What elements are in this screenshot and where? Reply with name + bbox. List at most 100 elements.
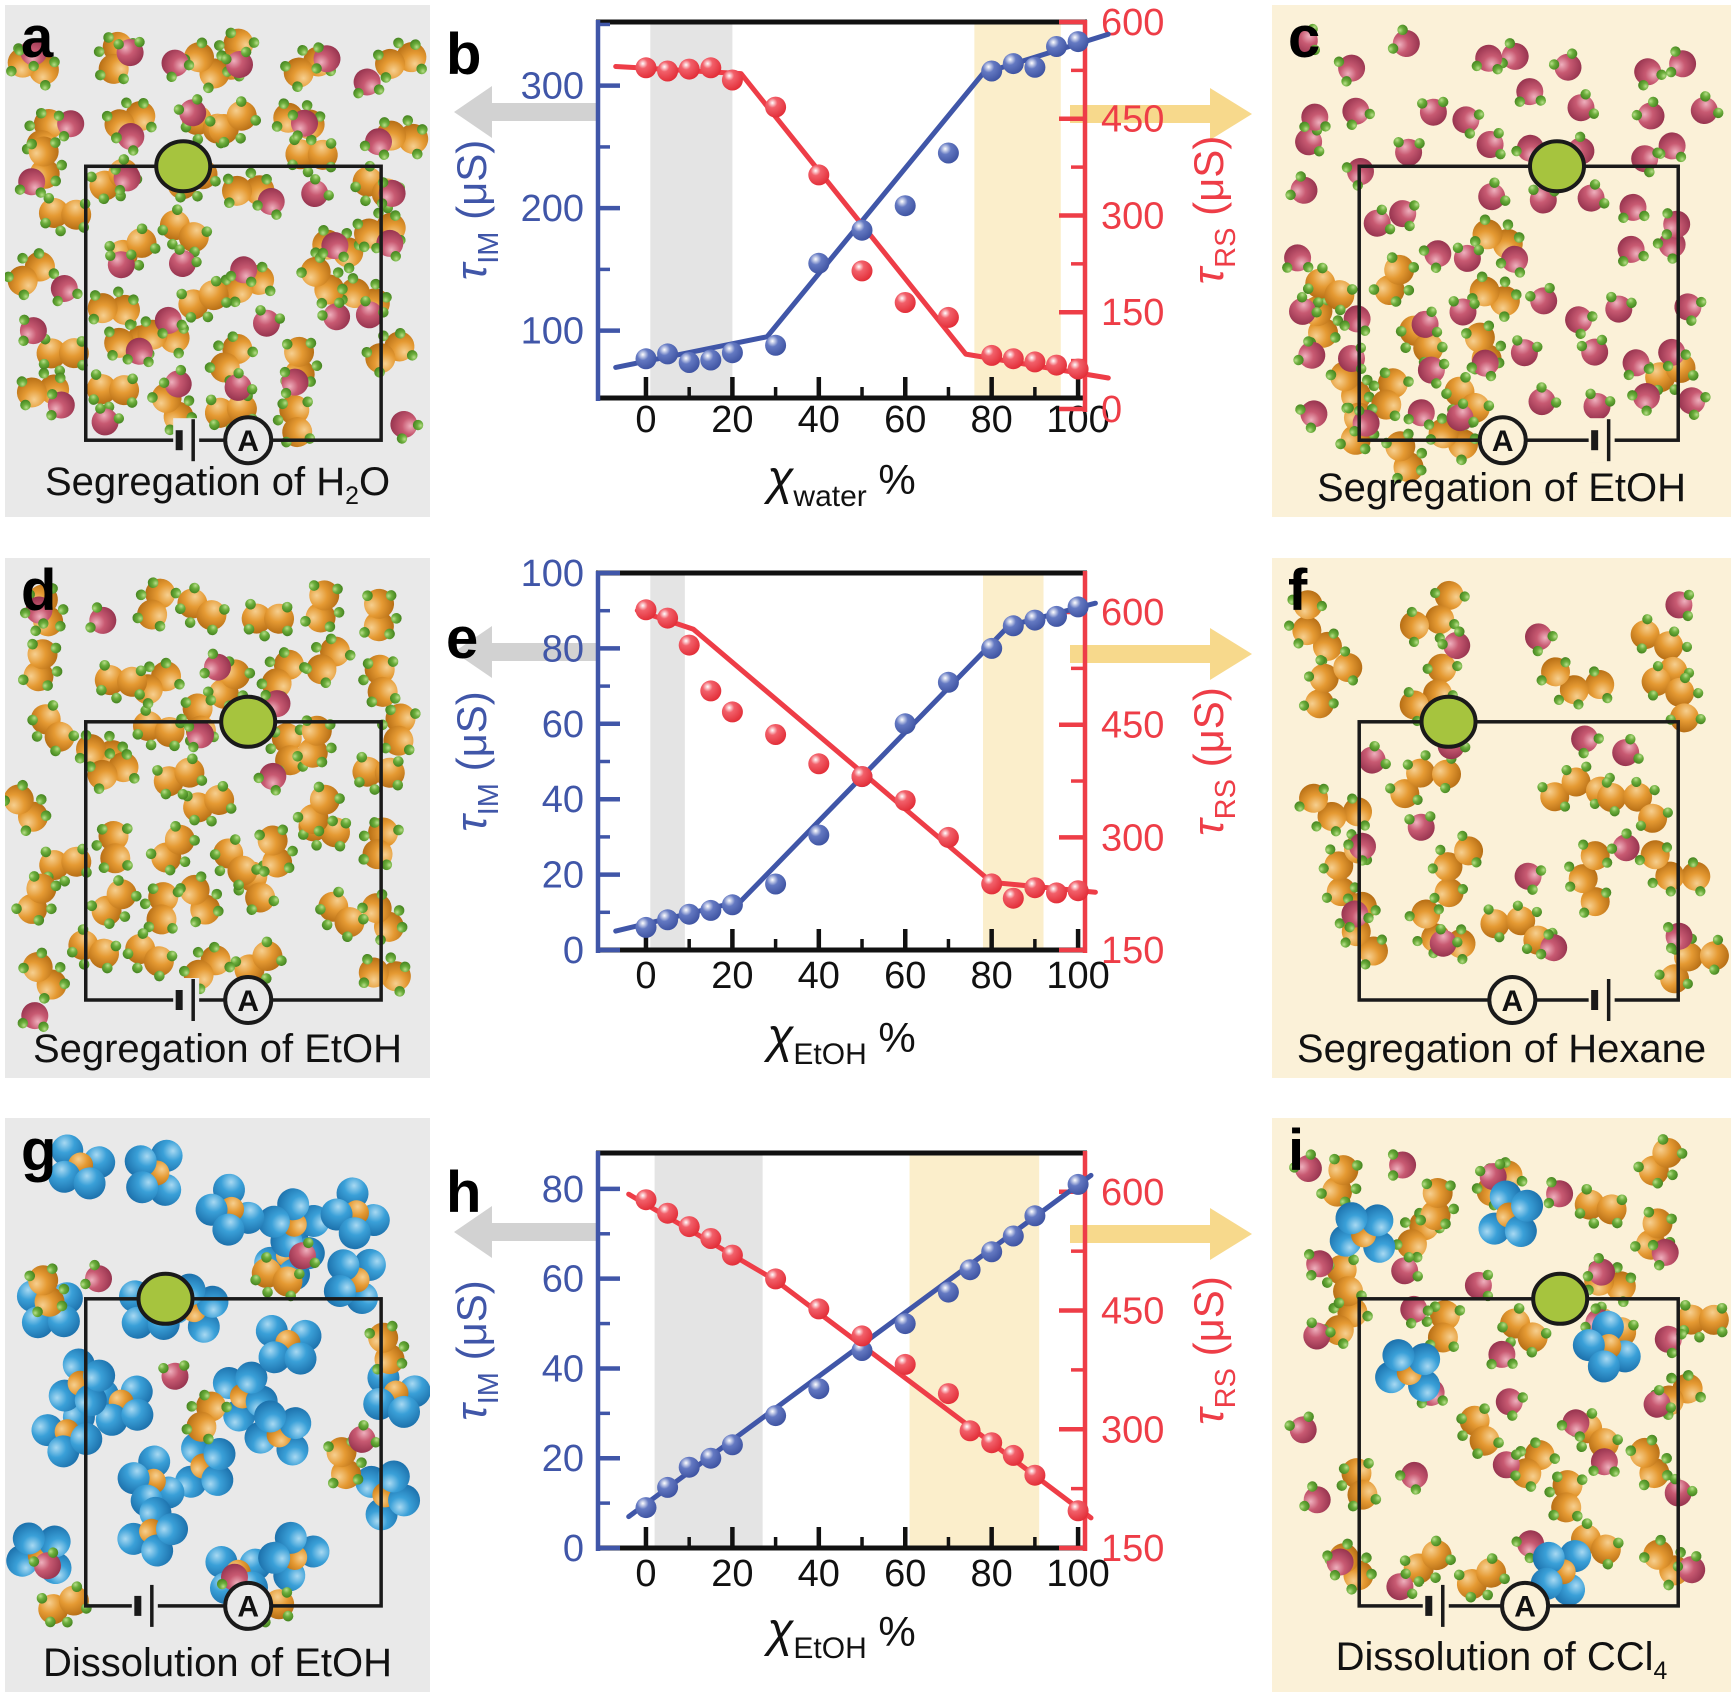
svg-text:200: 200 [521, 188, 584, 230]
water-molecule [348, 1420, 382, 1453]
water-molecule [317, 232, 349, 262]
etoh-molecule [359, 588, 402, 642]
right-arrow-icon [1070, 628, 1252, 680]
etoh-molecule [296, 252, 348, 309]
water-molecule [18, 314, 47, 346]
battery-icon [1591, 419, 1611, 462]
svg-text:20: 20 [542, 1438, 584, 1480]
water-molecule [1617, 235, 1649, 267]
water-molecule [1576, 334, 1609, 366]
panel-caption: Segregation of EtOH [32, 1027, 403, 1071]
svg-text:A: A [1492, 425, 1514, 458]
etoh-molecule [1399, 1535, 1456, 1587]
etoh-molecule [1366, 367, 1414, 422]
etoh-molecule [1467, 271, 1522, 322]
water-molecule [253, 305, 286, 337]
water-molecule [1492, 1449, 1522, 1481]
etoh-molecule [174, 582, 230, 636]
etoh-molecule [358, 654, 401, 708]
water-molecule [1411, 306, 1443, 338]
water-molecule [221, 46, 253, 78]
svg-text:20: 20 [711, 1553, 753, 1595]
etoh-molecule [300, 580, 345, 633]
ccl4-molecule [320, 1177, 390, 1250]
water-molecule [355, 295, 389, 329]
left-arrow-icon [454, 86, 600, 138]
svg-text:20: 20 [711, 955, 753, 997]
water-molecule [1622, 349, 1655, 381]
etoh-molecule [1625, 1434, 1673, 1491]
etoh-molecule [1676, 1300, 1729, 1343]
water-molecule [253, 762, 287, 796]
water-molecule [1299, 1481, 1331, 1514]
water-molecule [1299, 103, 1331, 132]
svg-text:80: 80 [971, 399, 1013, 441]
water-molecule [1471, 44, 1503, 75]
ammeter-icon: A [223, 1580, 274, 1631]
x-axis-label: χwater % [763, 452, 916, 513]
left-axis-label: τIM (μS) [447, 1280, 505, 1421]
svg-text:150: 150 [1101, 1528, 1164, 1570]
ccl4-molecule [117, 1496, 189, 1567]
svg-text:60: 60 [884, 399, 926, 441]
water-molecule [1665, 46, 1697, 78]
ccl4-molecule [124, 1139, 183, 1206]
water-molecule [1363, 204, 1396, 237]
water-molecule [19, 596, 53, 629]
ammeter-icon: A [223, 975, 274, 1025]
water-molecule [1285, 171, 1318, 204]
trend-line-tau_IM [613, 31, 1111, 370]
water-molecule [1543, 1177, 1574, 1209]
panel-caption: Dissolution of EtOH [42, 1641, 393, 1685]
x-axis-label: χEtOH % [763, 1010, 916, 1071]
ccl4-molecule [257, 1188, 330, 1258]
etoh-molecule [1574, 1183, 1628, 1229]
hexane-molecule [1385, 750, 1462, 809]
svg-text:40: 40 [798, 399, 840, 441]
water-molecule [1634, 58, 1667, 91]
etoh-molecule [86, 875, 142, 929]
water-molecule [1618, 193, 1650, 223]
water-molecule [1389, 200, 1420, 232]
svg-text:A: A [237, 985, 259, 1018]
data-points-tau_RS [635, 1189, 1089, 1522]
svg-text:40: 40 [542, 1348, 584, 1390]
panel-caption: Segregation of H2O [44, 460, 391, 510]
etoh-molecule [5, 248, 60, 301]
water-molecule [1571, 725, 1604, 759]
water-molecule [1333, 54, 1366, 87]
svg-text:600: 600 [1101, 2, 1164, 44]
hexane-molecule [1536, 657, 1615, 710]
etoh-molecule [175, 871, 224, 928]
water-molecule [158, 364, 192, 398]
water-molecule [1535, 929, 1568, 962]
nanopore-icon [1419, 694, 1478, 749]
etoh-molecule [176, 275, 232, 323]
x-axis-label: χEtOH % [763, 1604, 916, 1665]
hexane-molecule [1399, 580, 1470, 647]
water-molecule [1303, 1317, 1336, 1350]
water-molecule [111, 123, 145, 156]
battery-icon [1591, 979, 1611, 1021]
molecular-snapshot: A [1284, 1134, 1729, 1631]
panel-a-segregation-h2o: a Segregation of H2O A [5, 5, 430, 517]
water-molecule [1341, 900, 1374, 933]
water-molecule [53, 110, 85, 142]
water-molecule [390, 411, 424, 444]
etoh-molecule [91, 821, 133, 874]
molecular-snapshot: A [6, 1134, 430, 1631]
water-molecule [1525, 282, 1558, 315]
hexane-molecule [1634, 840, 1711, 897]
data-points-tau_RS [635, 57, 1089, 380]
water-molecule [1678, 387, 1711, 420]
water-molecule [1577, 179, 1610, 212]
svg-text:80: 80 [971, 955, 1013, 997]
water-molecule [154, 306, 187, 339]
water-molecule [311, 42, 341, 74]
chart-b-tau-vs-chi-water: 0 20 40 60 80 100 χwater % 100 200 300 τIM (μS) 0 15… [430, 0, 1262, 540]
water-molecule [1391, 1252, 1423, 1285]
water-molecule [1339, 305, 1371, 336]
etoh-molecule [1456, 1403, 1504, 1460]
data-points-tau_IM [635, 1173, 1089, 1519]
water-molecule [158, 1360, 190, 1390]
